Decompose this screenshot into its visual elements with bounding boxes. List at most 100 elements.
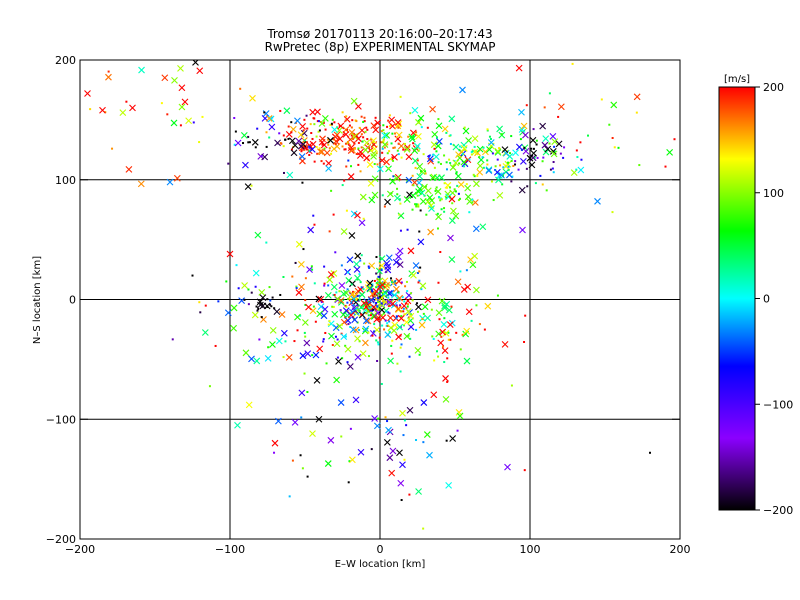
data-point-cross (450, 207, 457, 215)
data-point-cross (393, 285, 400, 293)
data-point-dot (315, 135, 318, 138)
colorbar-tick-label: −200 (763, 504, 793, 517)
data-point-cross (446, 321, 454, 329)
data-point-dot (483, 328, 486, 331)
data-point-dot (349, 292, 352, 295)
data-point-dot (429, 154, 432, 157)
data-point-cross (445, 193, 452, 201)
data-point-dot (514, 163, 517, 166)
data-point-cross (316, 345, 324, 353)
data-point-dot (303, 118, 306, 121)
data-point-cross (354, 353, 362, 361)
data-point-dot (360, 152, 363, 155)
data-point-dot (342, 133, 345, 136)
data-point-cross (441, 125, 449, 133)
data-point-dot (358, 126, 361, 129)
data-point-cross (196, 67, 204, 75)
data-point-dot (446, 357, 449, 360)
data-point-dot (455, 331, 458, 334)
data-point-cross (317, 295, 325, 303)
data-point-cross (349, 326, 357, 333)
data-point-dot (265, 241, 268, 244)
data-point-cross (415, 132, 422, 140)
data-point-dot (395, 317, 398, 320)
data-point-dot (322, 338, 325, 341)
data-point-dot (486, 159, 489, 162)
data-point-dot (345, 165, 348, 168)
data-point-cross (314, 108, 321, 116)
data-point-dot (320, 160, 323, 163)
data-point-cross (435, 309, 443, 317)
data-point-dot (381, 296, 384, 299)
data-point-cross (350, 295, 358, 303)
data-point-cross (415, 303, 422, 311)
data-point-dot (300, 416, 303, 419)
data-point-cross (350, 97, 358, 105)
data-point-dot (380, 382, 383, 385)
data-point-dot (552, 161, 555, 164)
data-point-cross (442, 395, 450, 403)
data-point-dot (303, 372, 306, 375)
data-point-cross (330, 283, 338, 291)
data-point-dot (445, 161, 448, 164)
data-point-cross (326, 276, 334, 284)
data-point-dot (282, 276, 285, 279)
data-point-dot (471, 198, 474, 201)
data-point-cross (391, 321, 399, 329)
data-point-cross (264, 354, 272, 362)
data-point-cross (414, 347, 422, 354)
data-point-cross (105, 73, 112, 81)
data-point-dot (347, 297, 350, 300)
data-point-cross (529, 136, 537, 144)
data-point-cross (416, 185, 424, 193)
data-point-dot (399, 334, 402, 337)
data-point-dot (279, 142, 282, 145)
data-point-cross (298, 153, 306, 160)
data-point-cross (417, 114, 425, 122)
data-point-dot (291, 459, 294, 462)
data-point-dot (523, 146, 526, 149)
data-point-cross (173, 174, 181, 182)
data-point-dot (107, 70, 110, 73)
data-point-cross (473, 286, 480, 294)
data-point-cross (238, 297, 246, 305)
data-point-dot (386, 143, 389, 146)
data-point-dot (125, 100, 128, 103)
data-points (84, 60, 676, 530)
data-point-dot (553, 145, 556, 148)
data-point-cross (315, 295, 323, 303)
data-point-cross (394, 305, 402, 313)
data-point-dot (402, 310, 405, 313)
data-point-dot (557, 115, 560, 118)
data-point-dot (401, 296, 404, 299)
data-point-cross (309, 430, 316, 438)
data-point-dot (332, 305, 335, 308)
data-point-dot (310, 132, 313, 135)
data-point-dot (325, 362, 328, 365)
data-point-dot (344, 142, 347, 145)
data-point-cross (201, 329, 209, 336)
data-point-cross (177, 64, 184, 72)
data-point-cross (294, 313, 301, 321)
data-point-dot (551, 167, 554, 170)
data-point-dot (369, 304, 372, 307)
data-point-dot (171, 338, 174, 341)
data-point-cross (377, 301, 385, 309)
data-point-cross (528, 161, 536, 169)
data-point-cross (251, 138, 259, 146)
data-point-cross (449, 435, 457, 442)
data-point-dot (282, 356, 285, 359)
data-point-dot (611, 211, 614, 214)
data-point-dot (510, 384, 513, 387)
data-point-dot (357, 141, 360, 144)
data-point-dot (366, 138, 369, 141)
data-point-cross (245, 401, 253, 409)
data-point-dot (214, 344, 217, 347)
data-point-cross (506, 171, 513, 179)
data-point-cross (577, 166, 585, 174)
data-point-dot (519, 138, 522, 141)
data-point-dot (344, 335, 347, 338)
data-point-dot (355, 120, 358, 123)
data-point-cross (357, 303, 365, 311)
data-point-dot (463, 165, 466, 168)
